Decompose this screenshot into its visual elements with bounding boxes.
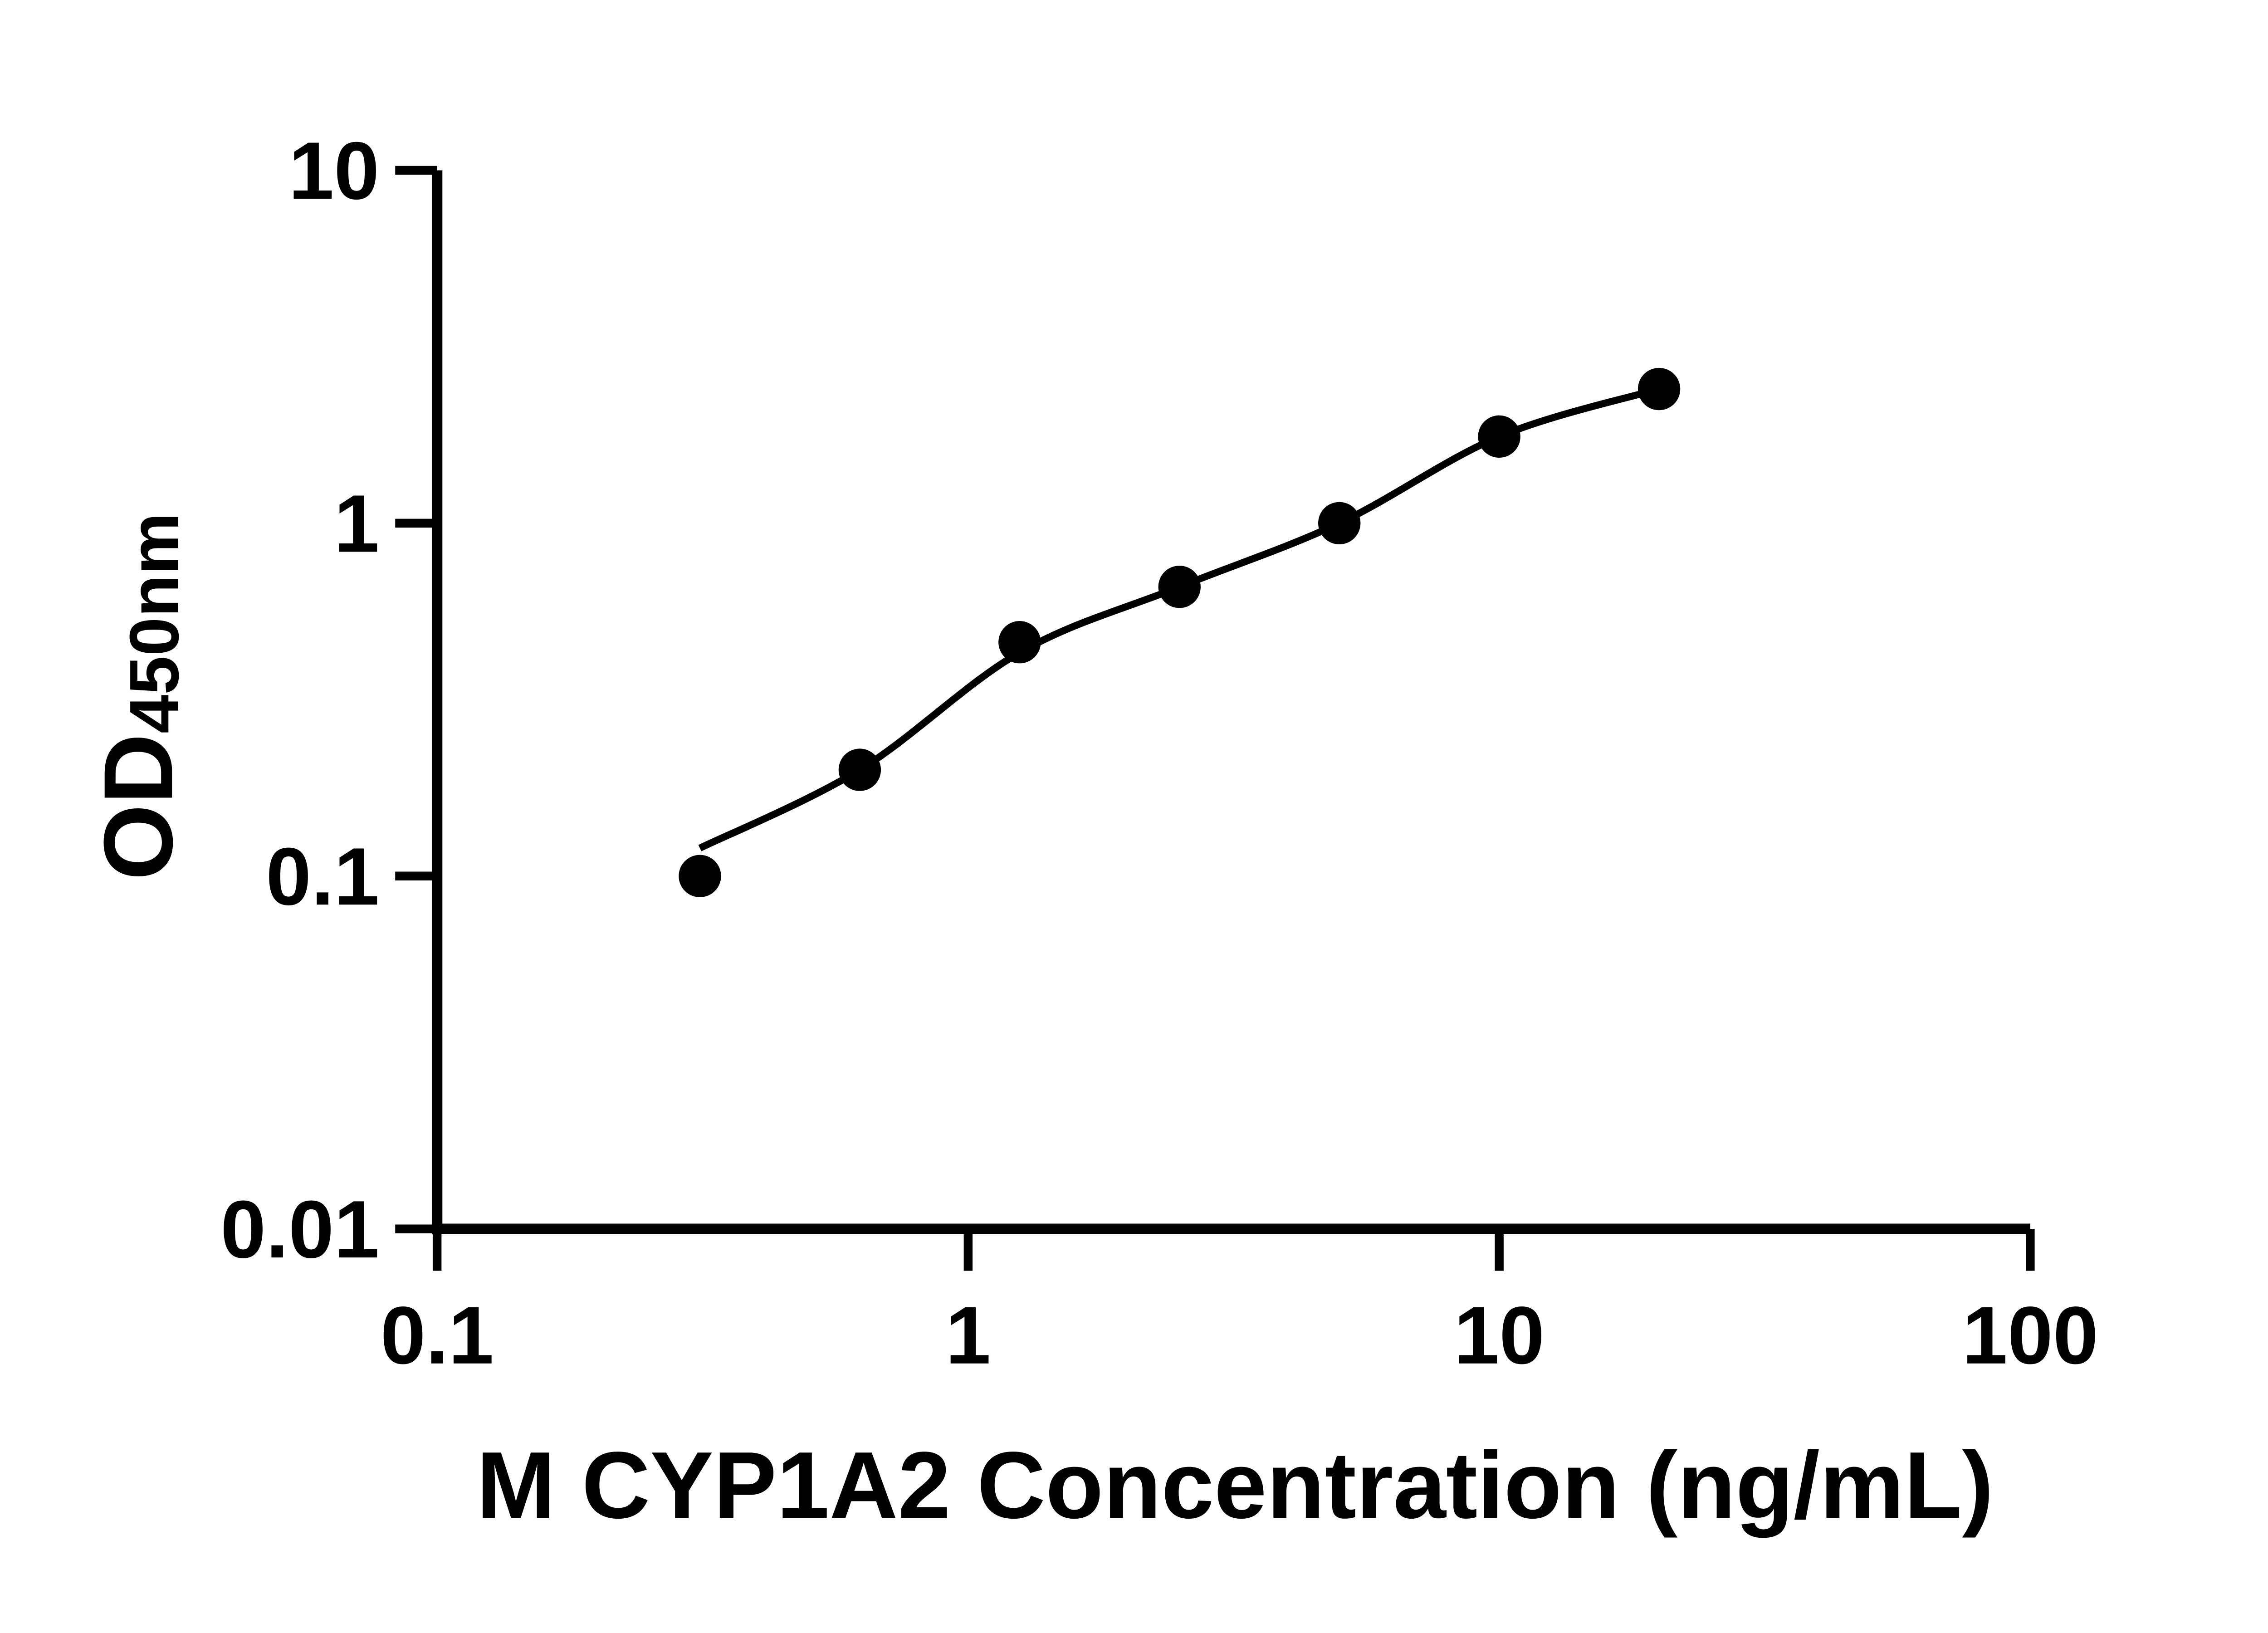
x-tick-label: 100	[1962, 1290, 2098, 1381]
data-point-marker	[998, 621, 1041, 664]
x-tick-label: 10	[1454, 1290, 1545, 1381]
axes	[431, 170, 2030, 1234]
data-point-marker	[1158, 566, 1201, 608]
y-axis-title: OD450nm	[83, 513, 193, 880]
data-point-marker	[1318, 502, 1361, 545]
y-tick-label: 1	[334, 478, 379, 569]
tick-marks	[395, 166, 2035, 1271]
y-tick-label: 0.01	[220, 1184, 379, 1275]
x-tick-label: 0.1	[381, 1290, 494, 1381]
x-tick-label: 1	[945, 1290, 991, 1381]
data-point-marker	[838, 748, 881, 791]
y-axis-title-subscript: 450nm	[115, 513, 193, 733]
data-point-marker	[1637, 367, 1681, 411]
data-point-marker	[679, 855, 721, 897]
data-point-marker	[1478, 415, 1520, 458]
x-axis-title: M CYP1A2 Concentration (ng/mL)	[476, 1433, 1994, 1538]
y-tick-label: 0.1	[266, 831, 379, 922]
data-point-markers	[679, 367, 1681, 897]
y-axis-title-main: OD	[83, 733, 193, 880]
y-tick-label: 10	[288, 125, 379, 216]
